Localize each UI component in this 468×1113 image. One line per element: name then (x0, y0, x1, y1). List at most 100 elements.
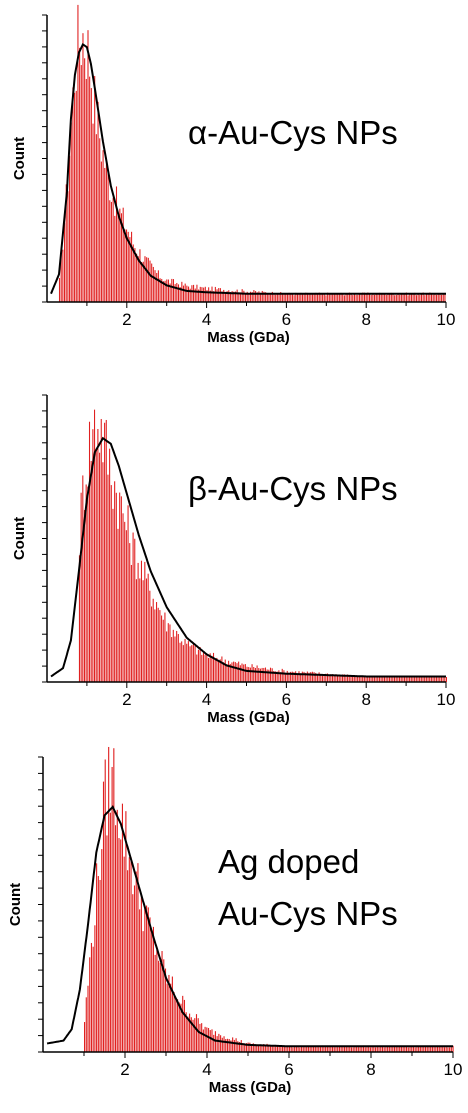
histogram-bar (121, 803, 123, 1052)
histogram-bar (392, 677, 394, 682)
histogram-bar (373, 1046, 375, 1052)
histogram-bar (233, 1039, 235, 1052)
histogram-bar (380, 1046, 382, 1052)
histogram-bar (228, 1038, 230, 1052)
x-tick-label: 8 (361, 310, 370, 329)
histogram-bar (260, 292, 262, 302)
histogram-bar (199, 647, 201, 682)
histogram-bar (105, 419, 107, 682)
y-axis-title: Count (11, 137, 28, 180)
histogram-bar (376, 1046, 378, 1052)
histogram-bar (358, 676, 360, 682)
y-axis-ticks (38, 756, 43, 1053)
histogram-bar (223, 1036, 225, 1052)
histogram-bar (247, 1042, 249, 1052)
histogram-bar (176, 630, 178, 682)
histogram-bar (133, 885, 136, 1052)
histogram-bar (196, 284, 198, 302)
histogram-bar (390, 292, 392, 302)
histogram-bar (372, 293, 374, 302)
histogram-bar (338, 294, 340, 302)
histogram-bar (416, 1045, 418, 1052)
histogram-bar (431, 1045, 433, 1052)
histogram-bar (202, 1029, 204, 1052)
histogram-bar (290, 293, 292, 302)
histogram-bar (249, 1042, 251, 1052)
histogram-bar (134, 248, 136, 302)
histogram-bar (342, 674, 344, 682)
histogram-bar (177, 284, 180, 302)
histogram-bar (288, 1046, 291, 1052)
histogram-bar (447, 1047, 449, 1052)
histogram-bar (256, 665, 258, 682)
histogram-bar (196, 654, 198, 682)
y-axis-title: Count (11, 517, 28, 560)
histogram-bar (402, 677, 404, 682)
histogram-bar (185, 1012, 187, 1052)
histogram-bar (159, 278, 161, 302)
histogram-bar (99, 138, 101, 302)
histogram-bar (114, 481, 116, 682)
histogram-bar (90, 460, 92, 682)
histogram-bar (254, 667, 256, 682)
x-tick-label: 10 (437, 310, 456, 329)
histogram-bar (104, 759, 106, 1052)
histogram-bar (323, 1046, 325, 1052)
histogram-bar (414, 675, 416, 682)
histogram-bar (118, 838, 120, 1052)
histogram-bar (164, 968, 167, 1052)
histogram-bar (162, 281, 164, 302)
histogram-bar (250, 291, 252, 302)
histogram-bar (238, 1042, 241, 1052)
histogram-bar (355, 676, 357, 682)
histogram-bar (80, 65, 82, 302)
histogram-bar (367, 292, 369, 302)
histogram-bar (172, 629, 174, 682)
histogram-bar (374, 294, 376, 302)
histogram-bar (433, 1045, 435, 1052)
histogram-bar (327, 292, 329, 302)
histogram-bar (287, 1045, 289, 1052)
histogram-bar (187, 1016, 189, 1052)
histogram-bar (442, 1046, 444, 1052)
histogram-bar (387, 1045, 389, 1052)
histogram-bar (131, 231, 133, 302)
histogram-bar (443, 1047, 446, 1052)
histogram-bar (308, 294, 310, 302)
x-tick-label: 10 (437, 690, 456, 709)
histogram-bar (182, 995, 184, 1052)
histogram-bar (130, 564, 132, 682)
histogram-bar (354, 1046, 356, 1052)
histogram-bar (356, 1046, 358, 1052)
histogram-bar (434, 294, 436, 302)
histogram-bar (288, 672, 290, 682)
histogram-bar (296, 673, 298, 682)
histogram-bar (410, 294, 412, 302)
histogram-bar (253, 667, 255, 682)
histogram-bar (244, 664, 246, 682)
histogram-bar (192, 644, 194, 682)
histogram-bar (176, 282, 178, 302)
histogram-bar (290, 671, 292, 682)
histogram-bar (345, 1046, 347, 1052)
histogram-bar (316, 674, 318, 682)
histogram-bar (140, 895, 142, 1052)
histogram-bar (420, 675, 422, 682)
histogram-bar (251, 292, 253, 302)
histogram-bar (412, 293, 414, 302)
histogram-bar (293, 295, 295, 302)
histogram-bar (378, 675, 380, 682)
histogram-bar (271, 1046, 273, 1052)
x-axis-title: Mass (GDa) (207, 329, 290, 346)
histogram-bar (232, 1037, 234, 1052)
histogram-bar (209, 290, 211, 302)
histogram-bar (82, 475, 84, 682)
histogram-bar (333, 293, 335, 302)
histogram-bar (183, 999, 185, 1052)
histogram-bar (276, 294, 278, 302)
histogram-bar (345, 294, 347, 302)
histogram-bar (261, 667, 263, 682)
histogram-bar (311, 1046, 313, 1052)
y-axis-ticks (42, 14, 47, 303)
histogram-bar (130, 857, 132, 1052)
